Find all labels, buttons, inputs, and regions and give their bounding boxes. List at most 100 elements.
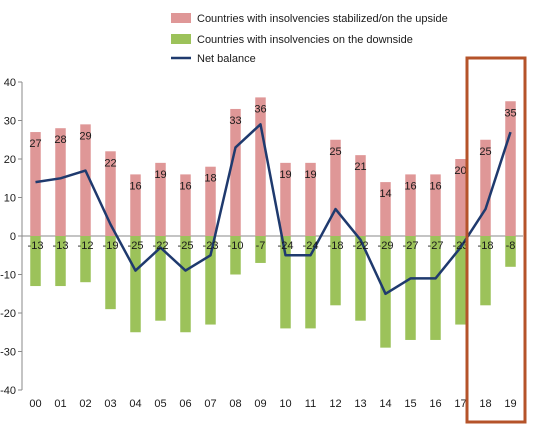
data-label-upside: 22 <box>104 157 116 169</box>
y-tick-label: -10 <box>0 270 16 282</box>
legend-swatch-downside <box>171 34 191 44</box>
data-label-downside: -23 <box>203 240 219 252</box>
data-label-downside: -27 <box>403 240 419 252</box>
data-label-downside: -10 <box>228 240 244 252</box>
bar-upside <box>255 97 266 237</box>
data-label-upside: 25 <box>479 146 491 158</box>
data-label-downside: -25 <box>128 240 144 252</box>
bar-upside <box>30 132 41 236</box>
x-tick-label: 05 <box>154 398 166 410</box>
bar-downside <box>105 236 116 310</box>
x-tick-label: 07 <box>204 398 216 410</box>
bar-upside <box>405 174 416 236</box>
legend-swatch-upside <box>171 13 191 23</box>
highlight-box <box>465 56 527 424</box>
x-tick-label: 11 <box>305 398 316 410</box>
data-label-downside: -8 <box>506 240 516 252</box>
data-label-downside: -18 <box>478 240 494 252</box>
data-label-upside: 19 <box>279 169 291 181</box>
bar-downside <box>255 236 266 263</box>
data-label-downside: -7 <box>256 240 266 252</box>
bar-downside <box>230 236 241 275</box>
bar-upside <box>230 108 241 236</box>
bar-downside <box>430 236 441 340</box>
data-label-upside: 19 <box>154 169 166 181</box>
bar-downside <box>405 236 416 340</box>
legend-label-upside: Countries with insolvencies stabilized/o… <box>197 13 448 25</box>
x-tick-label: 18 <box>479 398 491 410</box>
bar-downside <box>80 236 91 283</box>
bar-upside <box>155 162 166 236</box>
x-tick-label: 15 <box>404 398 416 410</box>
bar-downside <box>455 236 466 325</box>
y-tick-label: 20 <box>4 154 16 166</box>
bar-downside <box>30 236 41 287</box>
data-label-downside: -24 <box>278 240 294 252</box>
data-label-downside: -23 <box>453 240 469 252</box>
x-tick-label: 16 <box>429 398 441 410</box>
data-label-downside: -25 <box>178 240 194 252</box>
data-label-upside: 16 <box>129 180 141 192</box>
bar-upside <box>330 139 341 236</box>
bar-upside <box>305 162 316 236</box>
data-label-upside: 16 <box>429 180 441 192</box>
bar-upside <box>355 155 366 236</box>
x-tick-label: 09 <box>254 398 266 410</box>
x-tick-label: 19 <box>504 398 516 410</box>
data-label-upside: 20 <box>454 165 466 177</box>
data-label-upside: 18 <box>204 173 216 185</box>
data-label-downside: -22 <box>153 240 169 252</box>
y-tick-label: -30 <box>0 347 16 359</box>
data-label-downside: -18 <box>328 240 344 252</box>
data-label-downside: -29 <box>378 240 394 252</box>
bar-downside <box>480 236 491 306</box>
bar-upside <box>130 174 141 236</box>
x-tick-label: 12 <box>329 398 341 410</box>
y-tick-label: 40 <box>4 77 16 89</box>
plot-area: 40 30 20 10 0 -10 -20 -30 -40 27 -13 28 -13 29 -12 22 -1… <box>0 56 527 424</box>
bar-downside <box>180 236 191 333</box>
data-label-upside: 19 <box>304 169 316 181</box>
data-label-upside: 21 <box>354 161 366 173</box>
data-label-upside: 27 <box>29 138 41 150</box>
bar-upside <box>80 124 91 236</box>
data-label-upside: 29 <box>79 130 91 142</box>
data-label-downside: -24 <box>303 240 319 252</box>
x-tick-label: 01 <box>54 398 66 410</box>
bar-downside <box>130 236 141 333</box>
data-label-upside: 16 <box>404 180 416 192</box>
data-label-downside: -13 <box>53 240 69 252</box>
data-label-downside: -22 <box>353 240 369 252</box>
data-label-downside: -19 <box>103 240 119 252</box>
legend-label-net: Net balance <box>197 53 256 65</box>
bar-upside <box>180 174 191 236</box>
bar-downside <box>305 236 316 329</box>
bar-downside <box>155 236 166 321</box>
y-tick-label: 30 <box>4 116 16 128</box>
data-label-downside: -12 <box>78 240 94 252</box>
data-label-upside: 14 <box>379 188 391 200</box>
data-label-upside: 33 <box>229 115 241 127</box>
bar-upside <box>505 101 516 236</box>
data-label-upside: 36 <box>254 103 266 115</box>
x-tick-label: 04 <box>129 398 141 410</box>
x-tick-label: 08 <box>229 398 241 410</box>
net-balance-line <box>35 123 512 296</box>
data-label-upside: 35 <box>504 107 516 119</box>
bar-upside <box>55 128 66 236</box>
bar-upside <box>280 162 291 236</box>
legend: Countries with insolvencies stabilized/o… <box>171 13 448 65</box>
x-tick-label: 13 <box>354 398 366 410</box>
x-tick-label: 00 <box>29 398 41 410</box>
bar-downside <box>505 236 516 267</box>
bar-downside <box>55 236 66 287</box>
bar-upside <box>430 174 441 236</box>
bar-downside <box>355 236 366 321</box>
x-tick-label: 14 <box>379 398 391 410</box>
x-tick-label: 10 <box>279 398 291 410</box>
bar-downside <box>330 236 341 306</box>
y-tick-label: 0 <box>10 231 16 243</box>
data-label-upside: 16 <box>179 180 191 192</box>
bar-upside <box>455 159 466 236</box>
